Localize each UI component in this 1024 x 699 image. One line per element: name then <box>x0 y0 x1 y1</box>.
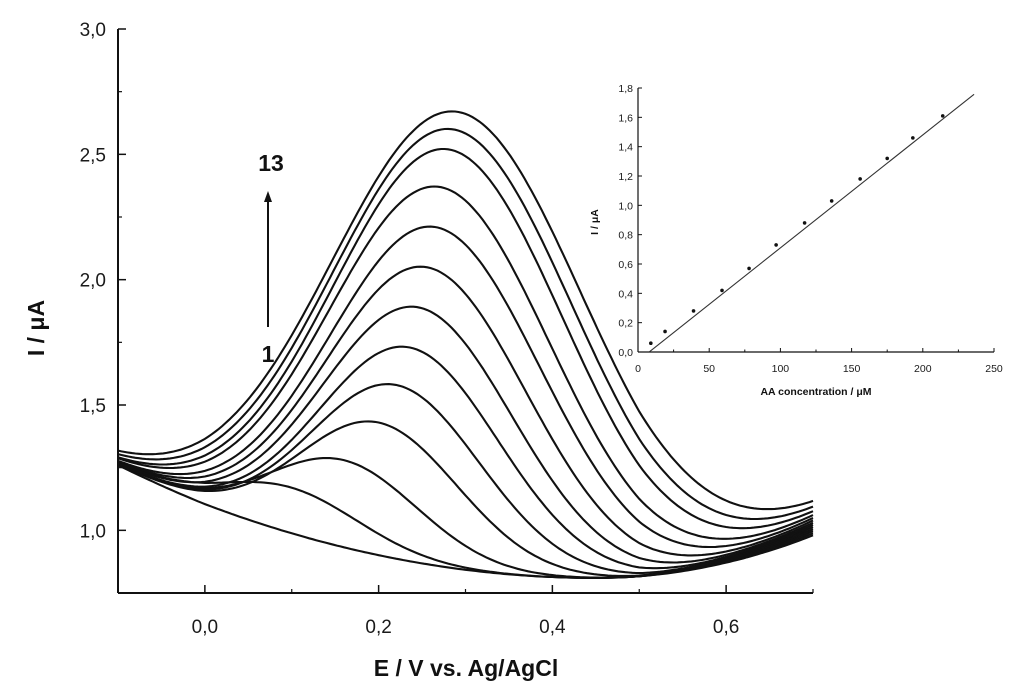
inset-x-tick-label: 100 <box>772 363 790 375</box>
inset-axes: 0,0 0,2 0,4 0,6 0,8 1,0 1,2 1,4 1,6 1,8 0 50 100 150 2… <box>618 83 1003 375</box>
inset-y-tick-label: 1,0 <box>618 200 633 212</box>
inset-data-point <box>858 177 862 181</box>
main-x-tick-label: 0,2 <box>365 617 391 638</box>
inset-data-point <box>649 341 653 346</box>
inset-x-axis-title: AA concentration / μM <box>760 386 871 398</box>
voltammogram-curve-12 <box>117 127 814 521</box>
arrow-start-label: 1 <box>262 341 275 367</box>
inset-data-point <box>720 288 724 293</box>
inset-data-point <box>940 114 945 118</box>
inset-y-axis-title: I / μA <box>589 209 601 235</box>
inset-x-tick-label: 150 <box>843 363 861 375</box>
voltammogram-curve-10 <box>117 185 814 540</box>
main-curves <box>117 110 814 580</box>
inset-data-point <box>829 199 834 203</box>
inset-y-tick-label: 1,8 <box>618 83 633 95</box>
voltammogram-curve-11 <box>117 147 814 530</box>
inset-x-tick-label: 200 <box>914 363 932 375</box>
inset-fit-line <box>649 93 975 353</box>
inset-x-tick-label: 250 <box>985 363 1003 375</box>
main-y-tick-label: 1,0 <box>80 521 106 542</box>
main-y-axis-title: I / μA <box>23 300 49 356</box>
voltammogram-curve-6 <box>117 345 814 570</box>
arrow-end-label: 13 <box>258 150 284 176</box>
voltammogram-curve-13 <box>117 110 814 511</box>
main-y-tick-label: 3,0 <box>80 20 106 41</box>
main-x-tick-label: 0,4 <box>539 617 566 638</box>
inset-y-tick-label: 0,4 <box>618 288 633 300</box>
inset-x-tick-label: 50 <box>703 363 715 375</box>
concentration-arrow: 13 1 <box>258 150 284 367</box>
voltammogram-curve-8 <box>117 265 814 557</box>
inset-y-tick-label: 0,6 <box>618 259 633 271</box>
inset-data-point <box>802 221 807 225</box>
main-y-tick-label: 1,5 <box>80 396 106 417</box>
main-y-tick-label: 2,0 <box>80 271 106 292</box>
main-axes: 1,0 1,5 2,0 2,5 3,0 0,0 0,2 0,4 0,6 <box>80 20 814 638</box>
voltammogram-curve-5 <box>117 383 814 575</box>
arrow-head <box>264 191 272 202</box>
inset-y-tick-label: 0,2 <box>618 318 633 330</box>
main-x-tick-label: 0,6 <box>713 617 739 638</box>
voltammogram-curve-7 <box>117 305 814 564</box>
inset-y-tick-label: 0,0 <box>618 347 633 359</box>
main-x-tick-label: 0,0 <box>192 617 218 638</box>
inset-data-point <box>774 243 778 247</box>
voltammogram-curve-9 <box>117 225 814 549</box>
inset-data-point <box>691 309 696 313</box>
inset-y-tick-label: 1,4 <box>618 142 633 154</box>
inset-y-tick-label: 1,2 <box>618 171 633 183</box>
main-y-tick-label: 2,5 <box>80 145 106 166</box>
inset-y-tick-label: 1,6 <box>618 112 633 124</box>
inset-plot <box>649 93 975 353</box>
inset-y-tick-label: 0,8 <box>618 230 633 242</box>
inset-data-point <box>885 156 889 161</box>
inset-data-point <box>911 136 915 140</box>
inset-x-tick-label: 0 <box>635 363 641 375</box>
main-x-axis-title: E / V vs. Ag/AgCl <box>374 655 558 681</box>
inset-data-point <box>747 266 751 271</box>
inset-data-point <box>663 329 667 334</box>
